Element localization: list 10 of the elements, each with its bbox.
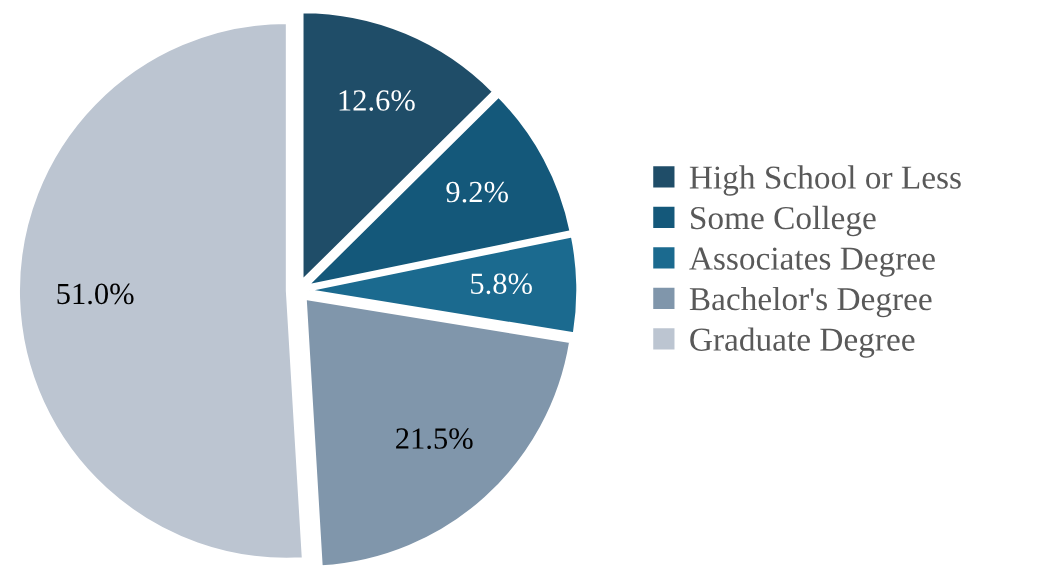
data-label: 21.5% [396, 428, 473, 450]
data-label: 9.2% [446, 181, 508, 203]
data-label: 51.0% [57, 283, 134, 305]
legend-label: Associates Degree [689, 247, 935, 277]
legend-label: Bachelor's Degree [689, 286, 932, 318]
legend-label: Some College [691, 205, 876, 237]
legend-label: Graduate Degree [690, 327, 915, 358]
data-label: 5.8% [471, 273, 532, 295]
legend-label: High School or Less [689, 165, 961, 196]
data-label: 12.6% [339, 90, 415, 111]
